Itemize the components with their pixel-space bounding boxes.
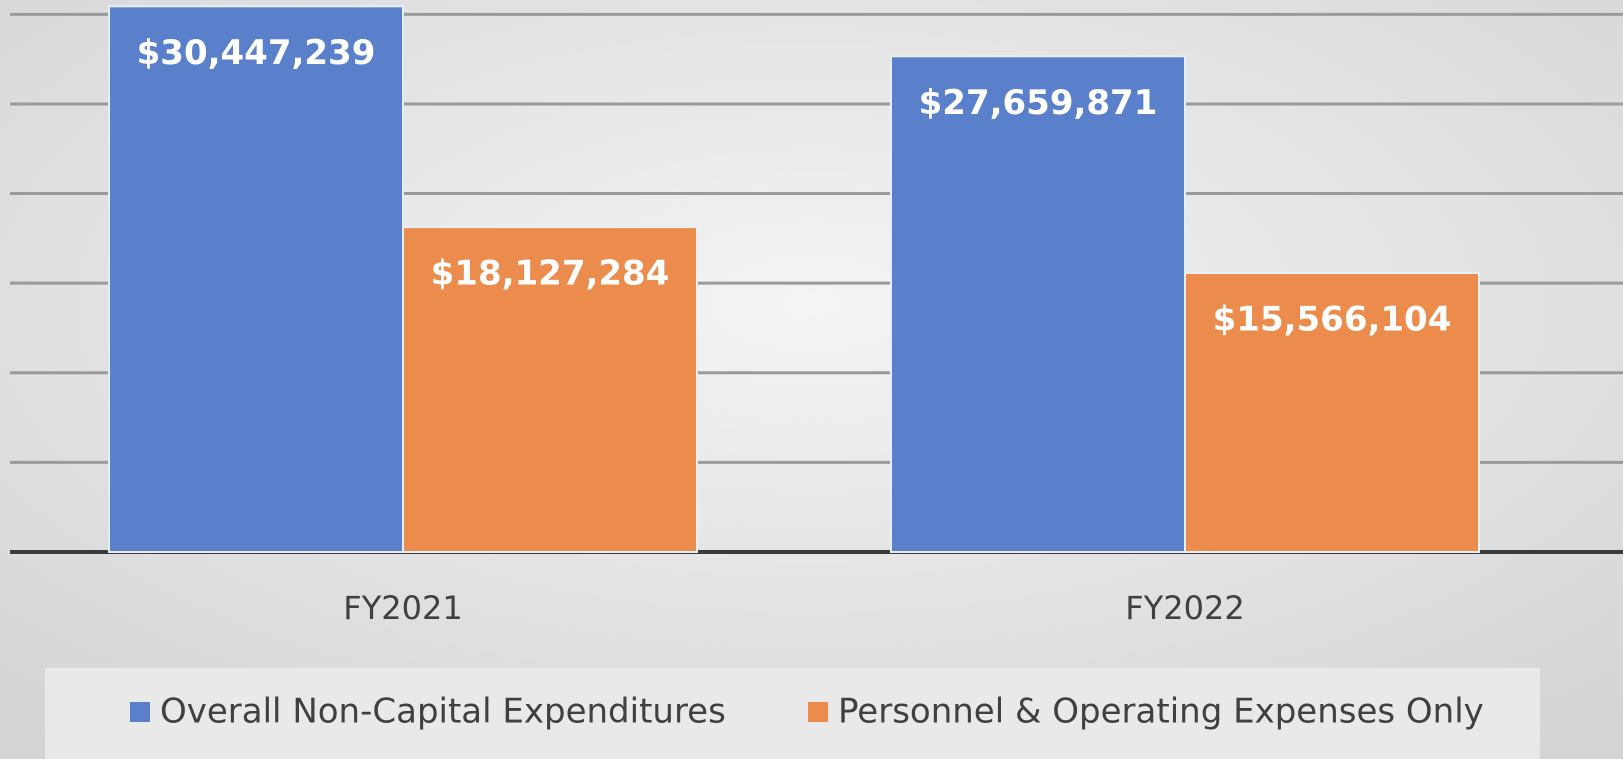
bar bbox=[1184, 272, 1480, 553]
bars bbox=[108, 5, 1480, 554]
legend-label: Personnel & Operating Expenses Only bbox=[838, 692, 1484, 732]
legend-swatch bbox=[130, 702, 150, 722]
x-tick-label: FY2022 bbox=[1125, 589, 1244, 627]
legend-box bbox=[45, 668, 1540, 759]
labels: FY2021 $30,447,239 $18,127,284 FY2022 $27,65… bbox=[137, 33, 1452, 627]
bar bbox=[890, 55, 1186, 553]
legend: Overall Non-Capital Expenditures Personne… bbox=[130, 692, 1484, 732]
data-label: $15,566,104 bbox=[1213, 300, 1452, 340]
legend-label: Overall Non-Capital Expenditures bbox=[160, 692, 726, 732]
x-tick-label: FY2021 bbox=[343, 589, 462, 627]
bar bbox=[402, 226, 698, 553]
data-label: $18,127,284 bbox=[431, 254, 670, 294]
bar bbox=[108, 5, 404, 554]
data-label: $30,447,239 bbox=[137, 33, 376, 73]
data-label: $27,659,871 bbox=[919, 83, 1158, 123]
legend-swatch bbox=[808, 702, 828, 722]
